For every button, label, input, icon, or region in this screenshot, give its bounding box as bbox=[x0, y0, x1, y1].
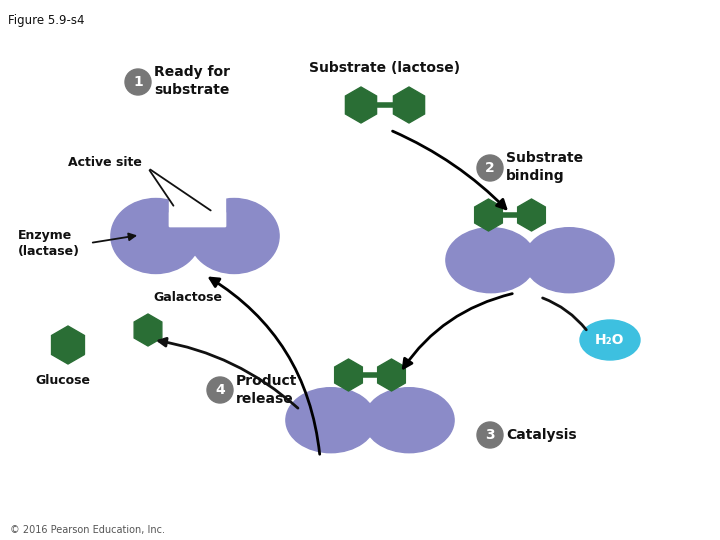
Text: Ready for
substrate: Ready for substrate bbox=[154, 65, 230, 97]
Text: Product
release: Product release bbox=[236, 374, 297, 406]
Circle shape bbox=[125, 69, 151, 95]
Ellipse shape bbox=[364, 388, 454, 453]
Text: Enzyme
(lactase): Enzyme (lactase) bbox=[18, 228, 80, 258]
Ellipse shape bbox=[111, 199, 201, 273]
Text: 2: 2 bbox=[485, 161, 495, 175]
Text: Substrate
binding: Substrate binding bbox=[506, 151, 583, 183]
Text: H₂O: H₂O bbox=[595, 333, 625, 347]
Ellipse shape bbox=[286, 388, 376, 453]
Polygon shape bbox=[169, 198, 225, 226]
Text: Substrate (lactose): Substrate (lactose) bbox=[310, 61, 461, 75]
Polygon shape bbox=[474, 199, 503, 231]
Polygon shape bbox=[346, 87, 377, 123]
Text: Figure 5.9-s4: Figure 5.9-s4 bbox=[8, 14, 84, 27]
Text: 1: 1 bbox=[133, 75, 143, 89]
Ellipse shape bbox=[446, 228, 536, 293]
Ellipse shape bbox=[580, 320, 640, 360]
Text: 4: 4 bbox=[215, 383, 225, 397]
Ellipse shape bbox=[524, 228, 614, 293]
Text: © 2016 Pearson Education, Inc.: © 2016 Pearson Education, Inc. bbox=[10, 525, 165, 535]
Circle shape bbox=[477, 155, 503, 181]
Polygon shape bbox=[134, 314, 162, 346]
FancyBboxPatch shape bbox=[169, 195, 225, 226]
Text: Glucose: Glucose bbox=[35, 374, 91, 387]
Circle shape bbox=[477, 422, 503, 448]
Text: Galactose: Galactose bbox=[153, 291, 222, 304]
Polygon shape bbox=[518, 199, 545, 231]
Polygon shape bbox=[393, 87, 425, 123]
Circle shape bbox=[207, 377, 233, 403]
Polygon shape bbox=[378, 359, 405, 391]
Polygon shape bbox=[335, 359, 362, 391]
Polygon shape bbox=[52, 326, 84, 364]
Text: Active site: Active site bbox=[68, 157, 142, 170]
Text: Catalysis: Catalysis bbox=[506, 428, 577, 442]
Text: 3: 3 bbox=[485, 428, 495, 442]
Ellipse shape bbox=[189, 199, 279, 273]
